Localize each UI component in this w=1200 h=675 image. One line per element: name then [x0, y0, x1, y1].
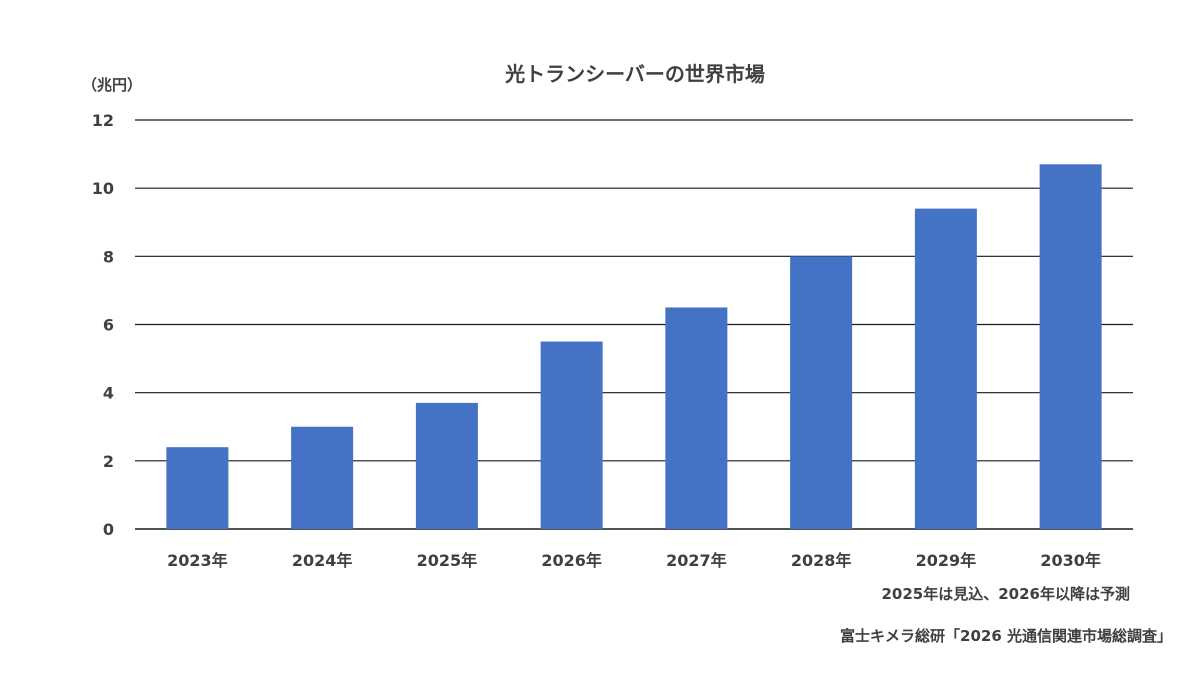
bar — [914, 208, 977, 529]
bar — [166, 447, 229, 529]
bar — [1039, 164, 1102, 529]
x-tick-label: 2025年 — [417, 551, 478, 570]
gridlines — [135, 119, 1133, 530]
y-tick-label: 2 — [103, 452, 114, 471]
bar — [540, 341, 603, 529]
bar — [415, 402, 478, 529]
y-tick-label: 0 — [103, 520, 114, 539]
bar — [291, 426, 354, 529]
y-tick-label: 10 — [92, 179, 114, 198]
x-tick-label: 2024年 — [292, 551, 353, 570]
forecast-note: 2025年は見込、2026年以降は予測 — [881, 585, 1131, 603]
bar — [790, 256, 853, 529]
y-tick-label: 12 — [92, 111, 114, 130]
y-tick-labels: 0 2 4 6 8 10 12 — [92, 111, 114, 539]
x-tick-labels: 2023年 2024年 2025年 2026年 2027年 2028年 2029年 2030年 — [167, 551, 1101, 570]
x-tick-label: 2028年 — [791, 551, 852, 570]
x-tick-label: 2023年 — [167, 551, 228, 570]
x-tick-label: 2030年 — [1040, 551, 1101, 570]
x-tick-label: 2029年 — [916, 551, 977, 570]
y-tick-label: 6 — [103, 316, 114, 335]
y-tick-label: 8 — [103, 247, 114, 266]
source-note: 富士キメラ総研「2026 光通信関連市場総調査」 — [840, 627, 1172, 645]
x-tick-label: 2027年 — [666, 551, 727, 570]
x-tick-label: 2026年 — [541, 551, 602, 570]
chart-title: 光トランシーバーの世界市場 — [505, 62, 765, 86]
y-axis-unit-label: （兆円） — [82, 76, 143, 94]
bar — [665, 307, 728, 529]
bars — [166, 164, 1102, 529]
y-tick-label: 4 — [103, 384, 114, 403]
